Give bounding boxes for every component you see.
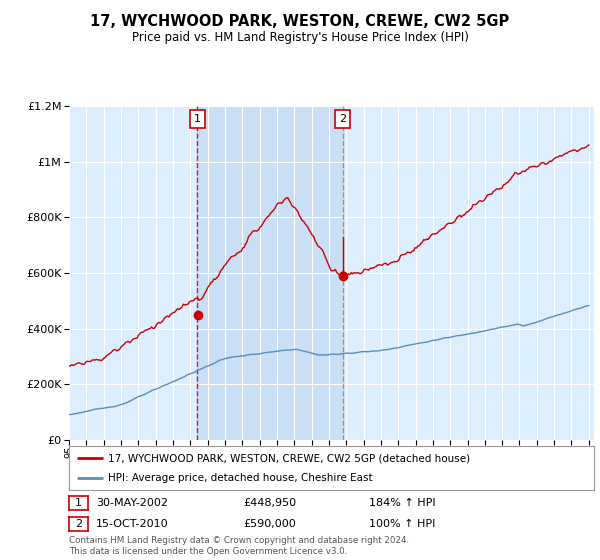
- Text: £590,000: £590,000: [243, 519, 296, 529]
- Text: 100% ↑ HPI: 100% ↑ HPI: [369, 519, 436, 529]
- Text: 17, WYCHWOOD PARK, WESTON, CREWE, CW2 5GP: 17, WYCHWOOD PARK, WESTON, CREWE, CW2 5G…: [91, 14, 509, 29]
- Text: 17, WYCHWOOD PARK, WESTON, CREWE, CW2 5GP (detached house): 17, WYCHWOOD PARK, WESTON, CREWE, CW2 5G…: [109, 453, 470, 463]
- Text: 2: 2: [339, 114, 346, 124]
- Text: 184% ↑ HPI: 184% ↑ HPI: [369, 498, 436, 508]
- Text: Price paid vs. HM Land Registry's House Price Index (HPI): Price paid vs. HM Land Registry's House …: [131, 31, 469, 44]
- Text: £448,950: £448,950: [243, 498, 296, 508]
- Text: HPI: Average price, detached house, Cheshire East: HPI: Average price, detached house, Ches…: [109, 473, 373, 483]
- Text: 15-OCT-2010: 15-OCT-2010: [96, 519, 169, 529]
- Text: 1: 1: [75, 498, 82, 508]
- Text: 30-MAY-2002: 30-MAY-2002: [96, 498, 168, 508]
- Text: 1: 1: [194, 114, 201, 124]
- Text: 2: 2: [75, 519, 82, 529]
- Text: Contains HM Land Registry data © Crown copyright and database right 2024.
This d: Contains HM Land Registry data © Crown c…: [69, 536, 409, 556]
- Bar: [197, 106, 343, 440]
